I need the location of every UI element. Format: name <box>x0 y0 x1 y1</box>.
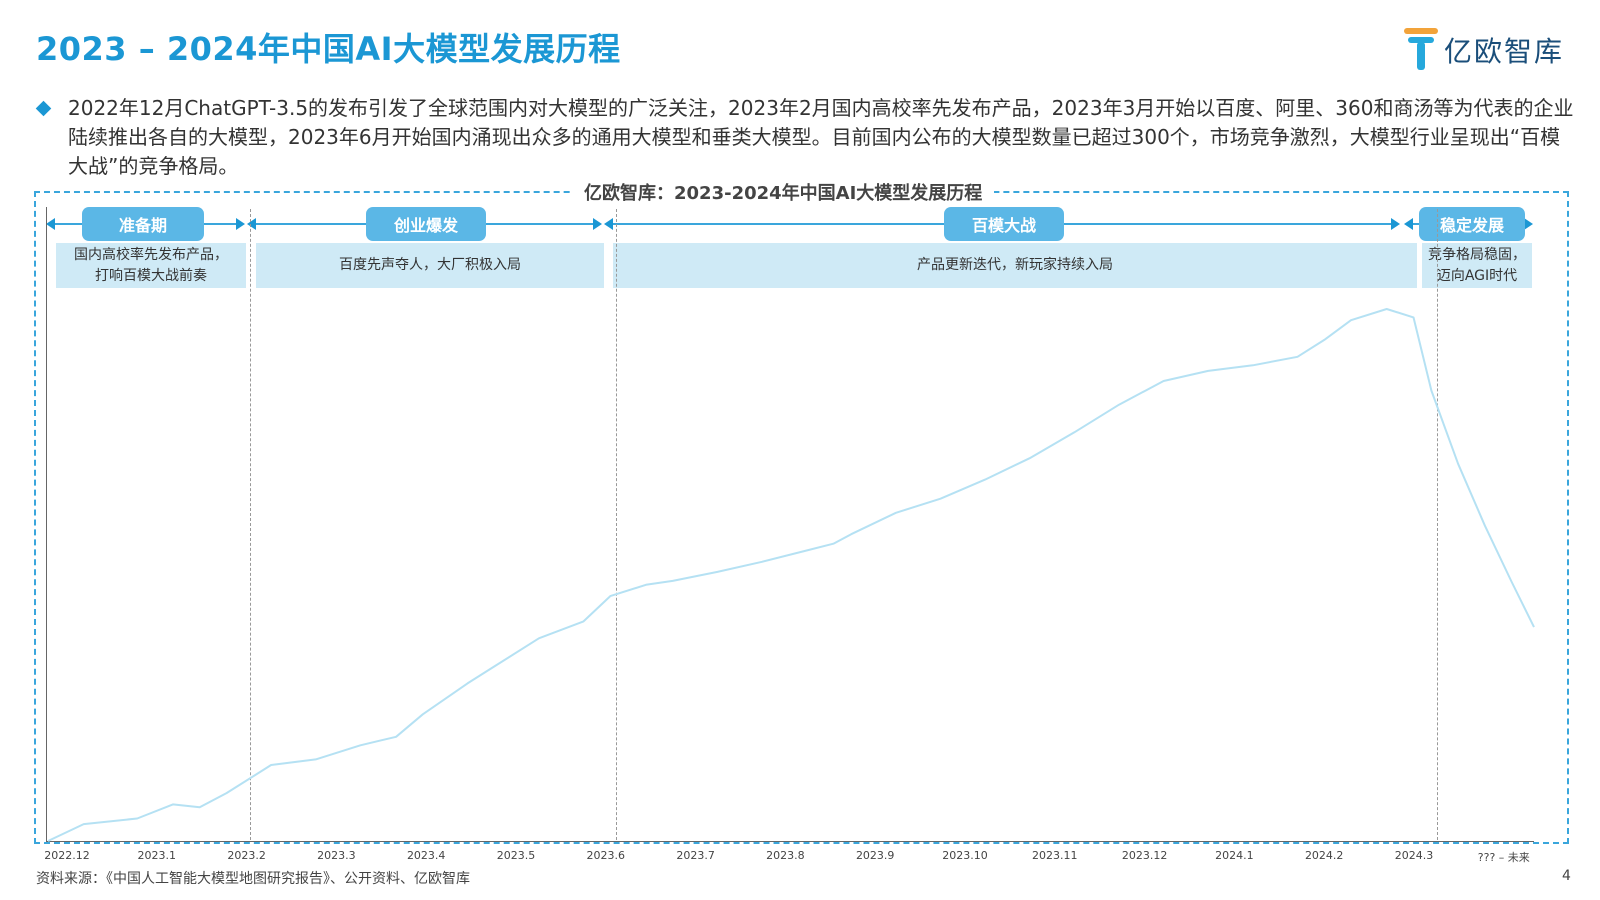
summary-paragraph: 2022年12月ChatGPT-3.5的发布引发了全球范围内对大模型的广泛关注，… <box>35 94 1578 181</box>
phase-separator <box>250 209 251 840</box>
arrow-right-icon <box>1524 218 1533 230</box>
phase-separator <box>616 209 617 840</box>
x-tick-label: 2023.6 <box>586 849 626 862</box>
arrow-left-icon <box>604 218 613 230</box>
x-tick-label: 2023.10 <box>942 849 988 862</box>
x-axis <box>46 841 1534 842</box>
x-tick-label: 2022.12 <box>44 849 90 862</box>
x-tick-label: 2023.11 <box>1032 849 1078 862</box>
x-tick-label: 2023.9 <box>855 849 895 862</box>
phase-desc-hundred-models: 产品更新迭代，新玩家持续入局 <box>613 243 1417 288</box>
arrow-left-icon <box>1404 218 1413 230</box>
x-tick-label: 2023.4 <box>406 849 446 862</box>
phase-label-hundred-models: 百模大战 <box>944 207 1064 241</box>
logo-text: 亿欧智库 <box>1444 35 1565 68</box>
x-tick-label: 2023.1 <box>137 849 177 862</box>
arrow-right-icon <box>236 218 245 230</box>
x-tick-label: 2023.3 <box>317 849 356 862</box>
phase-separator <box>1437 209 1438 840</box>
logo-mark-icon <box>1404 28 1438 70</box>
phase-label-startup: 创业爆发 <box>366 207 486 241</box>
phase-desc-prep: 国内高校率先发布产品， 打响百模大战前奏 <box>56 243 246 288</box>
phase-desc-stable: 竞争格局稳固， 迈向AGI时代 <box>1422 243 1532 288</box>
phase-label-stable: 稳定发展 <box>1419 207 1525 241</box>
yiou-logo: 亿欧智库 <box>1404 26 1574 72</box>
source-note: 资料来源：《中国人工智能大模型地图研究报告》、公开资料、亿欧智库 <box>36 871 470 887</box>
page-title: 2023 – 2024年中国AI大模型发展历程 <box>36 30 621 68</box>
phase-desc-startup: 百度先声夺人，大厂积极入局 <box>256 243 604 288</box>
x-tick-label: 2023.12 <box>1121 849 1168 862</box>
x-tick-label: 2023.7 <box>676 849 715 862</box>
arrow-right-icon <box>593 218 602 230</box>
x-tick-label: ??? – 未来 <box>1477 851 1530 864</box>
development-curve-line <box>47 308 1535 842</box>
summary-text: 2022年12月ChatGPT-3.5的发布引发了全球范围内对大模型的广泛关注，… <box>68 96 1574 178</box>
arrow-left-icon <box>46 218 55 230</box>
phase-label-prep: 准备期 <box>82 207 204 241</box>
y-axis <box>46 207 47 842</box>
arrow-left-icon <box>247 218 256 230</box>
x-tick-label: 2024.2 <box>1304 849 1344 862</box>
x-tick-label: 2024.1 <box>1215 849 1254 862</box>
chart-title: 亿欧智库：2023-2024年中国AI大模型发展历程 <box>572 179 995 205</box>
x-tick-label: 2024.3 <box>1394 849 1434 862</box>
arrow-right-icon <box>1391 218 1400 230</box>
x-tick-label: 2023.5 <box>496 849 536 862</box>
x-tick-label: 2023.2 <box>227 849 266 862</box>
page-number: 4 <box>1562 868 1571 884</box>
x-tick-label: 2023.8 <box>766 849 805 862</box>
